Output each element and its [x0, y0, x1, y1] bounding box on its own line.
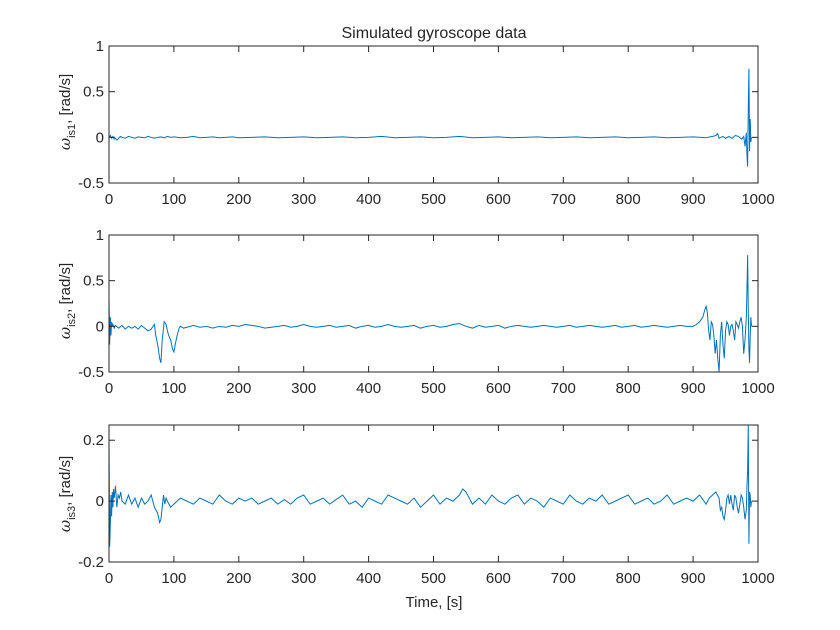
- subplot-3: ωis3, [rad/s] Time, [s] 0 100 200 300 400 500…: [56, 424, 775, 611]
- y-label-subscript: is2: [66, 313, 78, 327]
- x-tick-label: 700: [551, 570, 576, 587]
- y-tick-label: 0: [96, 129, 104, 146]
- svg-text:ωis3, [rad/s]: ωis3, [rad/s]: [56, 456, 78, 532]
- y-tick-label: 0: [96, 318, 104, 335]
- y-label-unit: , [rad/s]: [57, 263, 74, 313]
- x-tick-label: 300: [291, 380, 316, 397]
- y-tick-label: 0.5: [83, 84, 104, 101]
- y-tick-label: 1: [96, 38, 104, 55]
- y-label-subscript: is1: [66, 124, 78, 138]
- series-line: [109, 425, 753, 547]
- y-label-unit: , [rad/s]: [57, 456, 74, 506]
- x-tick-label: 0: [105, 380, 113, 397]
- x-tick-label: 800: [616, 380, 641, 397]
- y-label-unit: , [rad/s]: [57, 74, 74, 124]
- y-axis-label: ωis3, [rad/s]: [56, 456, 78, 532]
- y-label-subscript: is3: [66, 506, 78, 520]
- x-tick-label: 900: [681, 570, 706, 587]
- series-line: [109, 68, 753, 167]
- x-tick-label: 800: [616, 570, 641, 587]
- subplot-1: Simulated gyroscope data ωis1, [rad/s] 0…: [56, 25, 775, 208]
- y-label-symbol: ω: [56, 138, 74, 150]
- x-tick-label: 500: [421, 570, 446, 587]
- x-tick-label: 900: [681, 380, 706, 397]
- x-tick-label: 300: [291, 191, 316, 208]
- series-line: [109, 255, 753, 372]
- x-tick-label: 500: [421, 191, 446, 208]
- y-tick-label: 0.5: [83, 273, 104, 290]
- x-tick-label: 600: [486, 570, 511, 587]
- y-tick-label: 0: [96, 493, 104, 510]
- svg-text:ωis2, [rad/s]: ωis2, [rad/s]: [56, 263, 78, 339]
- x-tick-label: 200: [226, 380, 251, 397]
- y-axis-label: ωis1, [rad/s]: [56, 74, 78, 150]
- y-tick-label: -0.5: [78, 364, 104, 381]
- x-tick-label: 600: [486, 191, 511, 208]
- x-tick-label: 800: [616, 191, 641, 208]
- chart-title: Simulated gyroscope data: [342, 25, 527, 42]
- x-tick-label: 700: [551, 191, 576, 208]
- x-tick-label: 1000: [741, 570, 774, 587]
- svg-text:ωis1, [rad/s]: ωis1, [rad/s]: [56, 74, 78, 150]
- x-tick-label: 700: [551, 380, 576, 397]
- x-tick-label: 0: [105, 570, 113, 587]
- y-label-symbol: ω: [56, 520, 74, 532]
- x-tick-label: 200: [226, 570, 251, 587]
- x-tick-label: 600: [486, 380, 511, 397]
- x-tick-label: 100: [161, 570, 186, 587]
- y-label-symbol: ω: [56, 327, 74, 339]
- x-tick-label: 0: [105, 191, 113, 208]
- y-tick-label: 0.2: [83, 432, 104, 449]
- x-tick-label: 100: [161, 380, 186, 397]
- subplot-2: ωis2, [rad/s] 0 100 200 300 400 500 600 700 800 9…: [56, 227, 775, 397]
- y-tick-label: 1: [96, 227, 104, 244]
- y-tick-label: -0.2: [78, 554, 104, 571]
- x-tick-label: 200: [226, 191, 251, 208]
- x-tick-label: 1000: [741, 380, 774, 397]
- x-tick-label: 900: [681, 191, 706, 208]
- x-tick-label: 1000: [741, 191, 774, 208]
- x-axis-label: Time, [s]: [406, 594, 463, 611]
- x-tick-label: 300: [291, 570, 316, 587]
- x-tick-label: 100: [161, 191, 186, 208]
- x-tick-label: 500: [421, 380, 446, 397]
- x-tick-label: 400: [356, 570, 381, 587]
- x-tick-label: 400: [356, 191, 381, 208]
- y-tick-label: -0.5: [78, 175, 104, 192]
- y-axis-label: ωis2, [rad/s]: [56, 263, 78, 339]
- x-tick-label: 400: [356, 380, 381, 397]
